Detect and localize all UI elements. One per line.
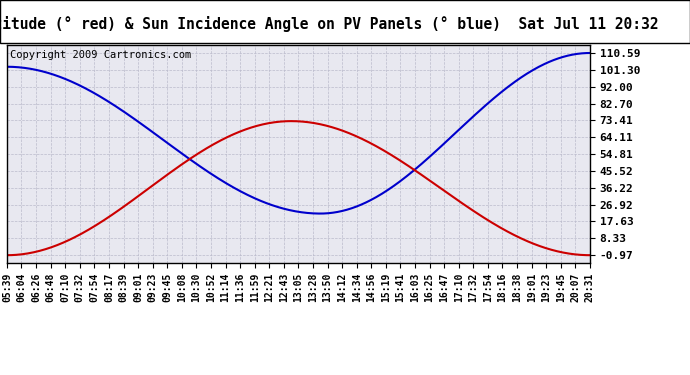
Text: Sun Altitude (° red) & Sun Incidence Angle on PV Panels (° blue)  Sat Jul 11 20:: Sun Altitude (° red) & Sun Incidence Ang… [0, 16, 659, 32]
Text: Copyright 2009 Cartronics.com: Copyright 2009 Cartronics.com [10, 51, 191, 60]
